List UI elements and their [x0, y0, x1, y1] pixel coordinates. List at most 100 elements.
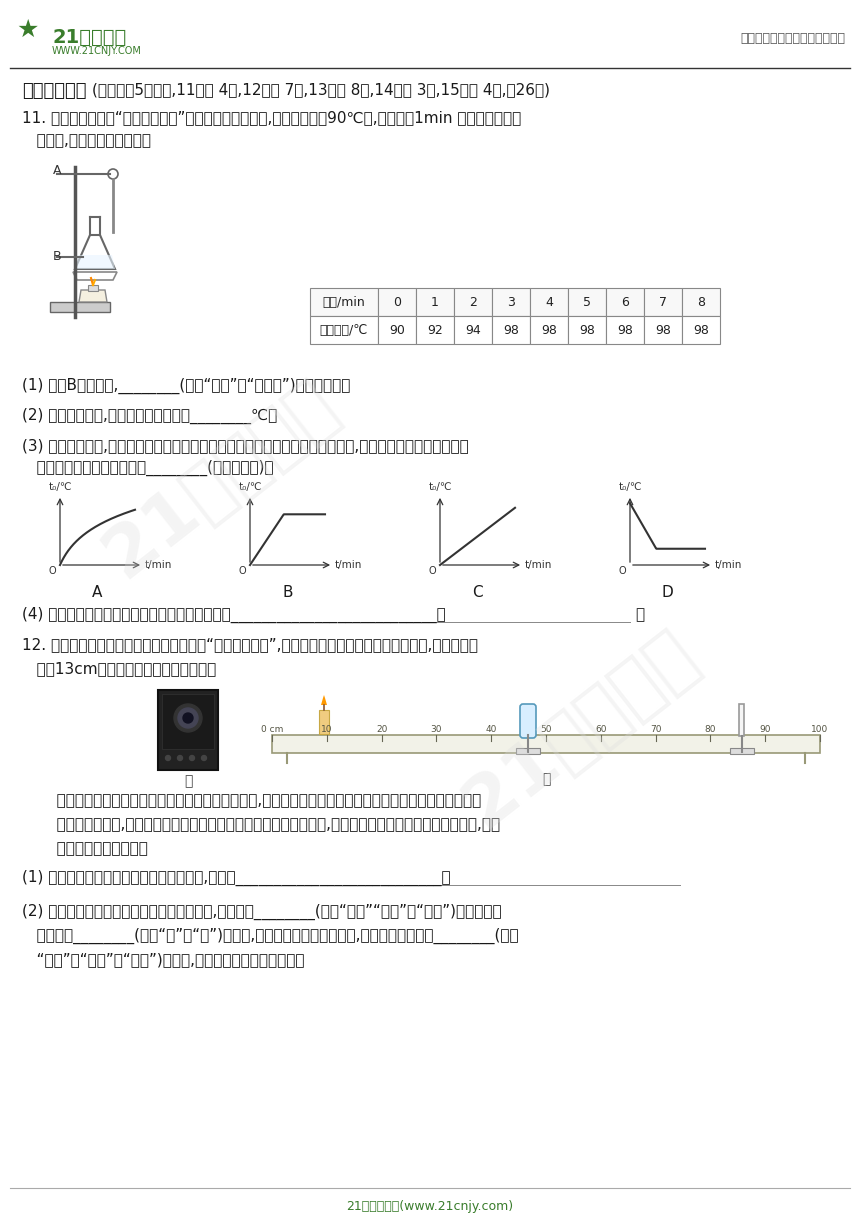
Text: 0 cm: 0 cm [261, 725, 283, 734]
Text: t/min: t/min [145, 561, 172, 570]
Text: “放大”或“缩小”或“等大”)的实像,成像原理与报警装置相同。: “放大”或“缩小”或“等大”)的实像,成像原理与报警装置相同。 [22, 952, 304, 967]
Bar [682, 288, 720, 316]
Circle shape [165, 755, 170, 760]
Text: 98: 98 [579, 323, 595, 337]
Text: 上再次得到清晰的像。: 上再次得到清晰的像。 [42, 841, 148, 856]
Text: 距为13cm的凸透镜来探究其成像规律。: 距为13cm的凸透镜来探究其成像规律。 [22, 662, 216, 676]
Text: t/min: t/min [525, 561, 552, 570]
Text: 70: 70 [650, 725, 661, 734]
Text: O: O [618, 565, 626, 576]
Text: 21世纪教育: 21世纪教育 [451, 619, 710, 841]
FancyBboxPatch shape [520, 704, 536, 738]
Text: t/min: t/min [335, 561, 362, 570]
Text: 时间/min: 时间/min [322, 295, 366, 309]
Circle shape [183, 713, 193, 724]
Text: 凸透镜向________(选填“左”或“右”)移动时,光屏上再次得到清晰的像,此时的像是倒立、________(选填: 凸透镜向________(选填“左”或“右”)移动时,光屏上再次得到清晰的像,此… [22, 928, 519, 944]
Text: 6: 6 [621, 295, 629, 309]
Text: 98: 98 [503, 323, 519, 337]
Text: 乙: 乙 [542, 772, 550, 786]
Text: 7: 7 [659, 295, 667, 309]
Text: 21世纪教育网(www.21cnjy.com): 21世纪教育网(www.21cnjy.com) [347, 1200, 513, 1214]
Bar [730, 748, 754, 754]
Text: (2) 分析数据可知,该状态下水的沸点为________℃。: (2) 分析数据可知,该状态下水的沸点为________℃。 [22, 409, 277, 424]
Text: 100: 100 [811, 725, 829, 734]
Bar [606, 288, 644, 316]
Bar [606, 316, 644, 344]
Text: (1) 调节图乙中烛炎、凸透镜和光屏的高度,目的是___________________________。: (1) 调节图乙中烛炎、凸透镜和光屏的高度,目的是_______________… [22, 869, 451, 886]
Bar [416, 316, 454, 344]
Text: 90: 90 [389, 323, 405, 337]
Bar [454, 288, 492, 316]
Text: 1: 1 [431, 295, 439, 309]
Text: t₀/℃: t₀/℃ [618, 482, 642, 492]
Bar [378, 316, 416, 344]
Bar [492, 316, 530, 344]
Text: 4: 4 [545, 295, 553, 309]
Polygon shape [79, 289, 107, 302]
Text: ★: ★ [16, 18, 39, 43]
Bar [50, 302, 110, 313]
Bar [682, 316, 720, 344]
Text: 2: 2 [469, 295, 477, 309]
Text: 20: 20 [376, 725, 387, 734]
Text: 10: 10 [321, 725, 333, 734]
Text: t₀/℃: t₀/℃ [48, 482, 71, 492]
Text: 中小学教育资源及组卷应用平台: 中小学教育资源及组卷应用平台 [740, 32, 845, 45]
Text: O: O [48, 565, 56, 576]
Text: t₀/℃: t₀/℃ [428, 482, 452, 492]
Text: D: D [661, 585, 673, 599]
Text: 。: 。 [635, 607, 644, 623]
Text: 首先他将蜡烛、凸透镜和光屏依次安装在光具座上,调节烛炎、凸透镜和光屏的高度；然后移动光屏到如图: 首先他将蜡烛、凸透镜和光屏依次安装在光具座上,调节烛炎、凸透镜和光屏的高度；然后… [42, 793, 482, 807]
Text: B: B [282, 585, 292, 599]
Text: 21世纪教育: 21世纪教育 [52, 28, 126, 47]
Polygon shape [75, 255, 115, 269]
Bar [88, 285, 98, 291]
Text: 0: 0 [393, 295, 401, 309]
Text: 92: 92 [427, 323, 443, 337]
Bar [568, 288, 606, 316]
Text: O: O [238, 565, 246, 576]
Text: O: O [428, 565, 436, 576]
Text: t/min: t/min [715, 561, 742, 570]
Text: 90: 90 [759, 725, 771, 734]
Text: 94: 94 [465, 323, 481, 337]
Circle shape [177, 755, 182, 760]
Text: 的示数,部分数据如表所示。: 的示数,部分数据如表所示。 [22, 133, 151, 148]
Text: (3) 在探究结束后,四位同学分别展示了自己所绘制的水的温度和时间的关系图像,其中能正确反映水沸腾过程: (3) 在探究结束后,四位同学分别展示了自己所绘制的水的温度和时间的关系图像,其… [22, 438, 469, 454]
Text: 30: 30 [431, 725, 442, 734]
Circle shape [201, 755, 206, 760]
Text: 5: 5 [583, 295, 591, 309]
Bar [310, 316, 378, 344]
Bar [644, 288, 682, 316]
Text: 98: 98 [541, 323, 557, 337]
Bar [516, 748, 540, 754]
Text: 11. 小明和同学们做“探究水的沸腾”实验的装置如图所示,当水温上升到90℃后,他们每隔1min 记录一次温度计: 11. 小明和同学们做“探究水的沸腾”实验的装置如图所示,当水温上升到90℃后,… [22, 109, 521, 125]
Text: (2) 蜡烛、凸透镜和光屏在图乙所示的位置时,成倒立、________(选填“放大”“缩小”或“等大”)的实像。将: (2) 蜡烛、凸透镜和光屏在图乙所示的位置时,成倒立、________(选填“放… [22, 903, 501, 921]
Text: 98: 98 [617, 323, 633, 337]
Text: (4) 请你帮小明想出一种缩短加热时间的可行方案___________________________。: (4) 请你帮小明想出一种缩短加热时间的可行方案________________… [22, 607, 445, 624]
Text: 80: 80 [704, 725, 716, 734]
Bar [530, 288, 568, 316]
Text: 中温度随时间变化关系的是________(填字母代号)。: 中温度随时间变化关系的是________(填字母代号)。 [22, 460, 273, 477]
Text: C: C [472, 585, 482, 599]
Bar [454, 316, 492, 344]
Text: 3: 3 [507, 295, 515, 309]
Bar [416, 288, 454, 316]
Text: 8: 8 [697, 295, 705, 309]
Circle shape [174, 704, 202, 732]
Text: A: A [92, 585, 102, 599]
Bar [319, 710, 329, 734]
Circle shape [189, 755, 194, 760]
Text: 二、实验探究: 二、实验探究 [22, 81, 87, 100]
Text: 40: 40 [486, 725, 497, 734]
Bar [492, 288, 530, 316]
Text: 98: 98 [693, 323, 709, 337]
Text: WWW.21CNJY.COM: WWW.21CNJY.COM [52, 46, 142, 56]
Text: 12. 太原市许多学校都安装了如图甲所示的“一键报警装置”,小明发现该装置的镜头相当于凸透镜,于是利用焦: 12. 太原市许多学校都安装了如图甲所示的“一键报警装置”,小明发现该装置的镜头… [22, 637, 478, 652]
Bar [272, 734, 820, 753]
Circle shape [178, 708, 198, 728]
Bar [158, 689, 218, 770]
Text: 乙所示的位置时,看到了清晰的像；接着保持蜡烛和光屏的位置不变,将凸透镜移到光具座上的另一位置时,光屏: 乙所示的位置时,看到了清晰的像；接着保持蜡烛和光屏的位置不变,将凸透镜移到光具座… [42, 817, 501, 832]
Text: 甲: 甲 [184, 775, 192, 788]
Bar [378, 288, 416, 316]
